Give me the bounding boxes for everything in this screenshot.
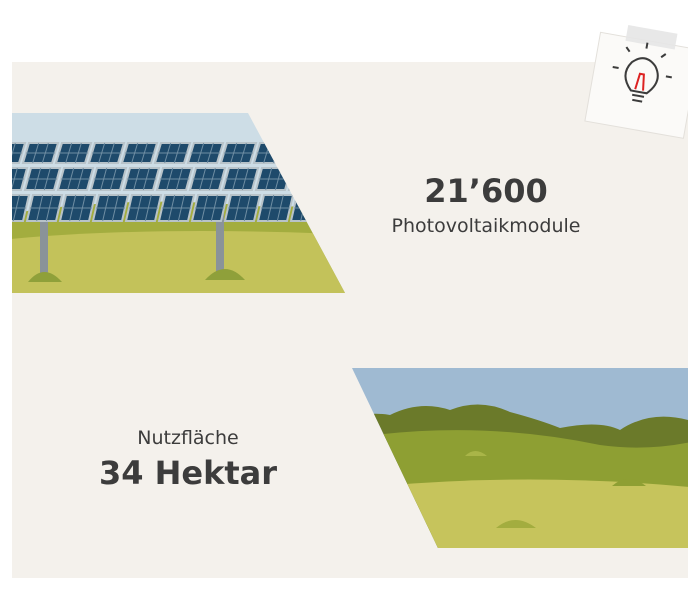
fact-label: Nutzfläche xyxy=(137,427,238,449)
fact-value: 34 Hektar xyxy=(99,454,277,492)
fact-value: 21’600 xyxy=(424,172,547,210)
fact-label: Photovoltaikmodule xyxy=(392,215,581,237)
infographic: 21’600 Photovoltaikmodule Nutzfläche 34 … xyxy=(0,0,688,589)
hint-note xyxy=(585,21,688,139)
